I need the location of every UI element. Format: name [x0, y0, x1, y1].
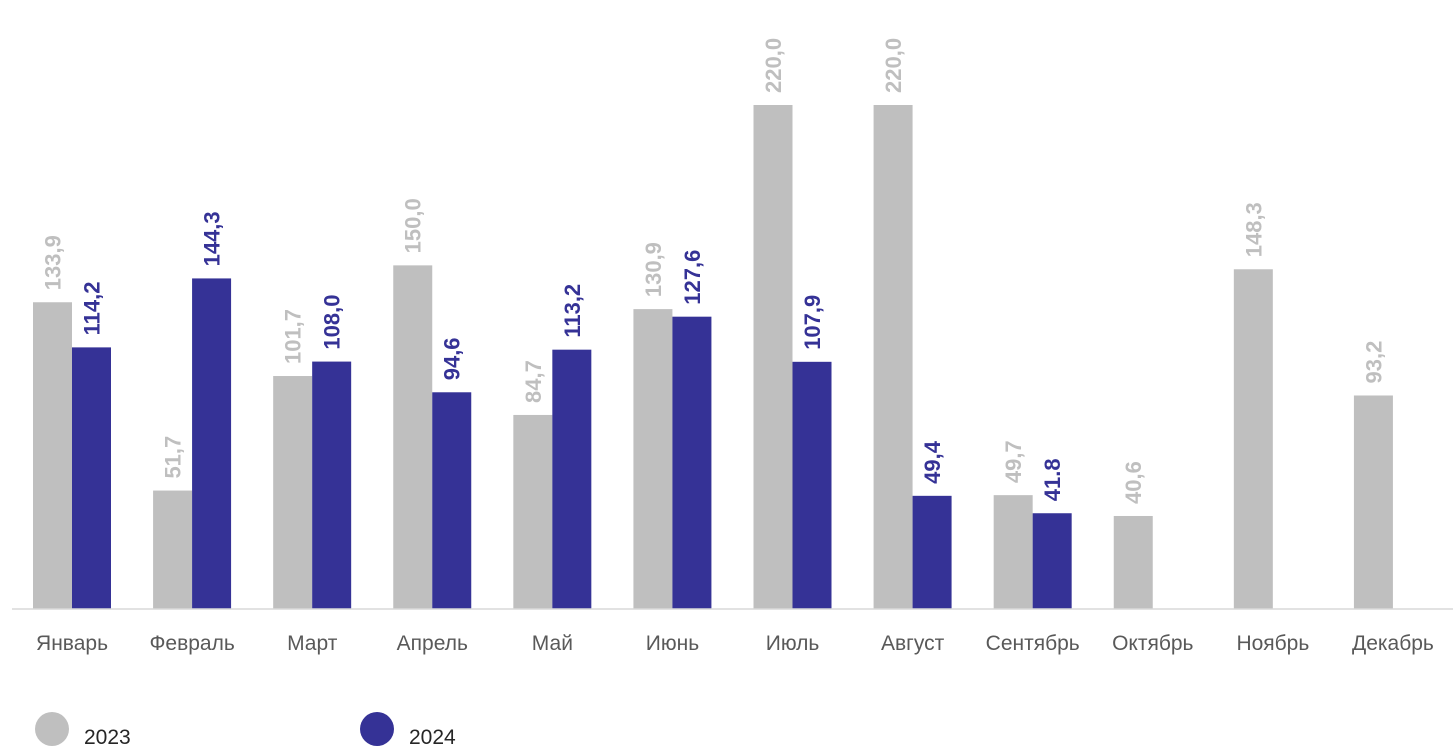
bar-2023-1	[33, 302, 72, 609]
category-label-2: Февраль	[149, 632, 234, 655]
value-label-2023-7: 220,0	[761, 38, 786, 93]
bar-2024-7	[792, 361, 832, 609]
bar-2024-6	[672, 316, 712, 609]
legend-label-2023: 2023	[84, 726, 131, 746]
value-label-2023-9: 49,7	[1001, 440, 1026, 483]
value-label-2023-2: 51,7	[161, 436, 186, 479]
value-label-2024-6: 127,6	[680, 250, 705, 305]
category-label-11: Ноябрь	[1236, 632, 1309, 655]
bar-2024-5	[552, 349, 592, 609]
legend-marker-2024	[360, 712, 394, 746]
value-label-2023-3: 101,7	[281, 309, 306, 364]
value-label-2024-9: 41.8	[1040, 458, 1065, 501]
bar-2024-2	[192, 278, 232, 609]
bar-2023-8	[873, 105, 913, 609]
bar-2023-3	[273, 376, 313, 609]
value-label-2024-7: 107,9	[800, 295, 825, 350]
value-label-2023-5: 84,7	[521, 360, 546, 403]
category-label-1: Январь	[36, 632, 108, 655]
value-label-2024-2: 144,3	[200, 211, 225, 266]
bar-2023-6	[633, 309, 673, 609]
legend-marker-2023	[35, 712, 69, 746]
bar-2023-2	[153, 490, 193, 609]
category-labels-layer: Январь Февраль Март Апрель Май Июнь Июль Август…	[36, 632, 1434, 655]
category-label-10: Октябрь	[1112, 632, 1193, 655]
bar-2023-7	[753, 105, 793, 609]
category-label-8: Август	[881, 632, 945, 655]
bar-2024-8	[912, 495, 952, 609]
legend: 2023 2024	[35, 712, 456, 746]
value-label-2024-4: 94,6	[440, 337, 465, 380]
value-labels-layer: 133,9 114,2 51,7 144,3 101,7 108,0 150,0 94,6 84…	[41, 38, 1387, 504]
category-label-9: Сентябрь	[986, 632, 1080, 655]
category-label-3: Март	[287, 632, 338, 655]
category-label-12: Декабрь	[1352, 632, 1434, 655]
category-label-7: Июль	[766, 632, 820, 655]
value-label-2023-6: 130,9	[641, 242, 666, 297]
bar-2024-1	[72, 347, 111, 609]
value-label-2024-1: 114,2	[80, 282, 105, 336]
value-label-2024-3: 108,0	[320, 295, 345, 350]
bar-2024-3	[312, 361, 352, 609]
bar-2024-4	[432, 392, 472, 609]
category-label-4: Апрель	[397, 632, 468, 655]
bar-2023-12	[1353, 395, 1393, 609]
value-label-2023-4: 150,0	[401, 198, 426, 253]
legend-label-2024: 2024	[409, 726, 456, 746]
bar-2024-9	[1032, 513, 1072, 609]
value-label-2023-11: 148,3	[1241, 202, 1266, 257]
value-label-2024-5: 113,2	[560, 284, 585, 338]
bar-2023-4	[393, 265, 433, 609]
value-label-2024-8: 49,4	[920, 440, 945, 484]
bar-2023-5	[513, 414, 553, 609]
value-label-2023-1: 133,9	[41, 235, 66, 290]
bar-2023-10	[1113, 515, 1153, 609]
value-label-2023-8: 220,0	[881, 38, 906, 93]
bar-2023-9	[993, 495, 1033, 609]
bar-2023-11	[1233, 269, 1273, 609]
value-label-2023-10: 40,6	[1121, 461, 1146, 504]
value-label-2023-12: 93,2	[1361, 341, 1386, 384]
category-label-6: Июнь	[646, 632, 699, 655]
category-label-5: Май	[532, 632, 573, 655]
bars-layer	[33, 105, 1393, 609]
